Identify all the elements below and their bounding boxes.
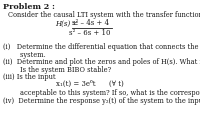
Text: acceptable to this system? If so, what is the corresponding output x₁(t)?: acceptable to this system? If so, what i…: [3, 89, 200, 97]
Text: system.: system.: [3, 51, 46, 59]
Text: (ii)  Determine and plot the zeros and poles of H(s). What is the region of conv: (ii) Determine and plot the zeros and po…: [3, 58, 200, 66]
Text: s² – 6s + 10: s² – 6s + 10: [69, 29, 111, 37]
Text: s² – 4s + 4: s² – 4s + 4: [72, 19, 108, 27]
Text: Is the system BIBO stable?: Is the system BIBO stable?: [3, 66, 111, 74]
Text: Consider the causal LTI system with the transfer function: Consider the causal LTI system with the …: [8, 11, 200, 19]
Text: Problem 2 :: Problem 2 :: [3, 3, 55, 11]
Text: H(s) =: H(s) =: [55, 20, 78, 28]
Text: (iv)  Determine the response y₂(t) of the system to the input x₁(t) = e²ᵗu(t).: (iv) Determine the response y₂(t) of the…: [3, 97, 200, 105]
Text: (i)   Determine the differential equation that connects the input x(t) and outpu: (i) Determine the differential equation …: [3, 43, 200, 51]
Text: x₁(t) = 3e⁶t      (∀ t): x₁(t) = 3e⁶t (∀ t): [56, 80, 124, 88]
Text: (iii) Is the input: (iii) Is the input: [3, 73, 56, 81]
